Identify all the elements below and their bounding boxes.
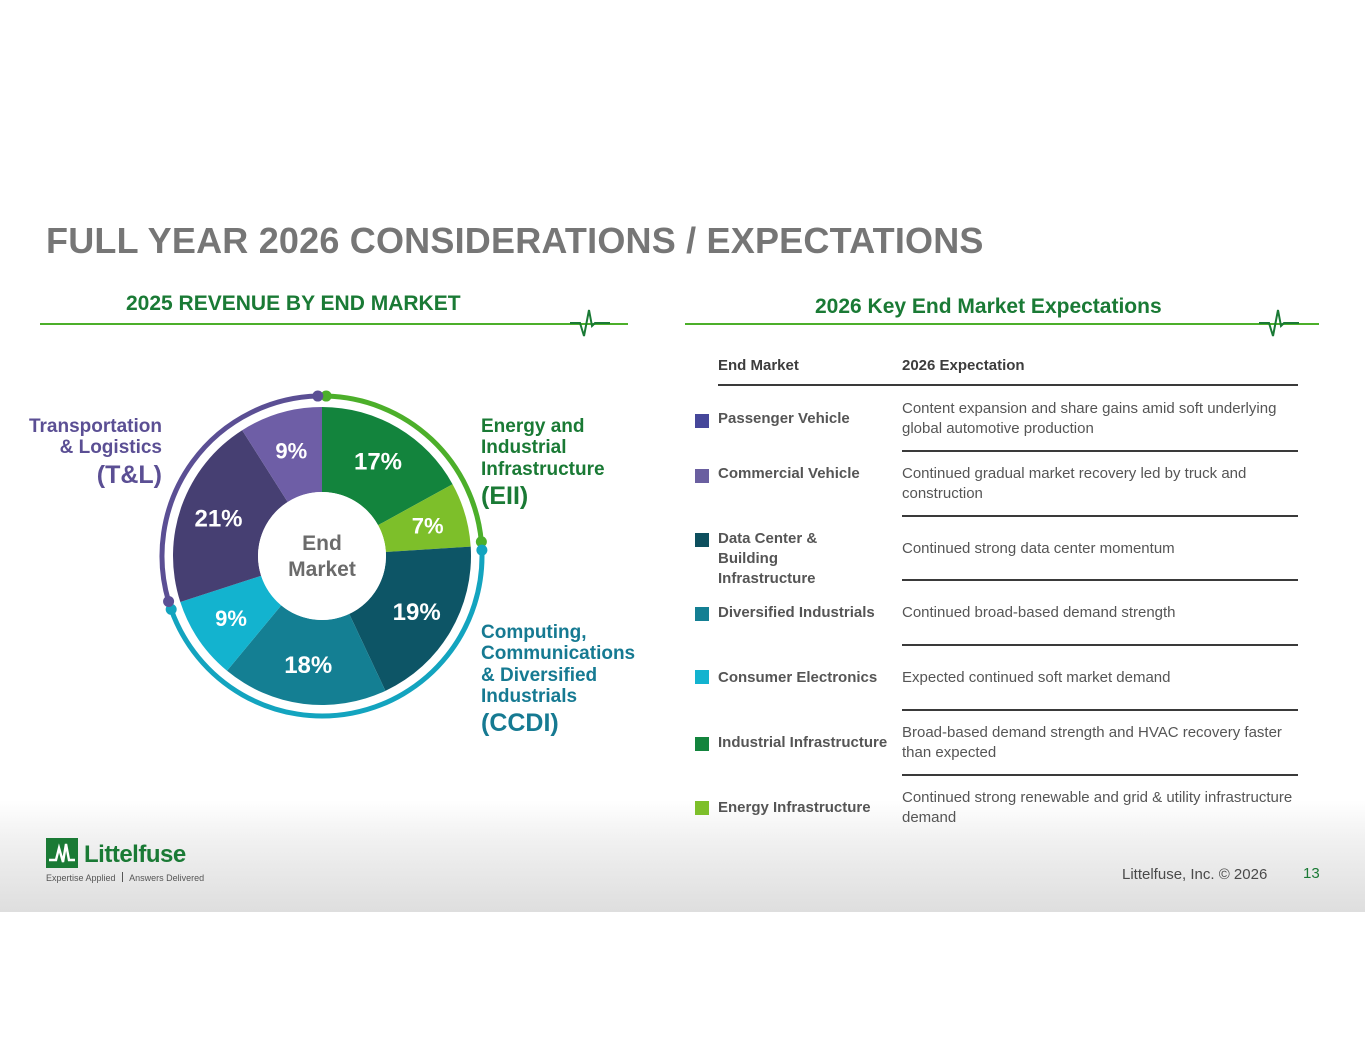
group-arc-endpoint — [476, 544, 488, 556]
row-rule — [902, 515, 1298, 517]
group-label-ccdi: Computing, Communications & Diversified … — [481, 622, 635, 737]
column-header-expectation: 2026 Expectation — [902, 357, 1025, 374]
row-rule — [902, 709, 1298, 711]
row-expectation: Continued gradual market recovery led by… — [902, 465, 1247, 502]
donut-segment — [227, 605, 386, 705]
center-label-line1: End — [302, 532, 342, 555]
table-row: Commercial Vehicle Continued gradual mar… — [690, 463, 1300, 513]
row-expectation: Broad-based demand strength and HVAC rec… — [902, 724, 1282, 761]
table-row: Consumer Electronics Expected continued … — [690, 658, 1300, 708]
pulse-icon — [1259, 309, 1299, 337]
group-label-eii: Energy and Industrial Infrastructure (EI… — [481, 416, 605, 510]
table-row: Energy Infrastructure Continued strong r… — [690, 788, 1300, 838]
brand-tagline: Expertise Applied Answers Delivered — [46, 872, 204, 883]
group-ccdi-line3: & Diversified — [481, 664, 598, 686]
row-market: Passenger Vehicle — [718, 410, 850, 427]
column-header-market: End Market — [718, 357, 799, 374]
tagline-left: Expertise Applied — [46, 873, 116, 883]
donut-segment — [378, 484, 471, 552]
donut-segment-label: 21% — [194, 506, 242, 533]
group-ccdi-line1: Computing, — [481, 622, 587, 643]
revenue-donut-chart: 17% 7% 19% 18% 9% 21% 9% End Market — [159, 390, 488, 719]
row-market: Data Center & Building Infrastructure — [718, 530, 818, 587]
group-arc-endpoint — [163, 595, 175, 607]
legend-swatch — [695, 737, 709, 751]
group-ccdi-abbr: (CCDI) — [481, 709, 559, 738]
group-ccdi-line2: Communications — [481, 643, 636, 665]
legend-swatch — [695, 607, 709, 621]
table-row: Data Center & Building Infrastructure Co… — [690, 528, 1300, 587]
row-rule — [902, 579, 1298, 581]
donut-segment-label: 9% — [215, 606, 247, 631]
group-tl-abbr: (T&L) — [96, 460, 162, 489]
donut-segment-label: 9% — [275, 438, 307, 463]
donut-segment-label: 17% — [354, 448, 402, 475]
row-market: Diversified Industrials — [718, 604, 875, 621]
donut-segment-label: 18% — [284, 652, 332, 679]
legend-swatch — [695, 414, 709, 428]
row-expectation: Continued broad-based demand strength — [902, 604, 1176, 621]
group-eii-line3: Infrastructure — [481, 458, 605, 480]
group-arc-endpoint — [320, 390, 332, 402]
table-row: Diversified Industrials Continued broad-… — [690, 593, 1300, 643]
eii-group-arc — [326, 393, 484, 543]
legend-swatch — [695, 469, 709, 483]
row-rule — [902, 644, 1298, 646]
group-tl-line1: Transportation — [28, 416, 162, 437]
group-eii-abbr: (EII) — [481, 481, 529, 510]
group-eii-line2: Industrial — [481, 437, 567, 459]
donut-segment — [173, 430, 288, 603]
group-arc-endpoint — [312, 390, 324, 402]
pulse-icon — [570, 309, 610, 337]
table-row: Industrial Infrastructure Broad-based de… — [690, 723, 1300, 773]
row-market: Energy Infrastructure — [718, 799, 871, 816]
group-ccdi-line4: Industrials — [481, 685, 578, 707]
group-arc-endpoint — [475, 536, 487, 548]
page-title: FULL YEAR 2026 CONSIDERATIONS / EXPECTAT… — [46, 220, 984, 261]
tagline-right: Answers Delivered — [129, 873, 205, 883]
row-expectation: Continued strong data center momentum — [902, 540, 1175, 557]
row-expectation: Content expansion and share gains amid s… — [902, 400, 1277, 437]
donut-hole — [258, 492, 386, 620]
tl-group-arc — [159, 393, 318, 603]
table-row: Passenger Vehicle Content expansion and … — [690, 398, 1300, 448]
row-expectation: Continued strong renewable and grid & ut… — [902, 789, 1293, 826]
ccdi-group-arc — [168, 550, 485, 719]
tagline-divider — [122, 872, 124, 882]
row-market: Consumer Electronics — [718, 669, 878, 686]
donut-segment-label: 7% — [412, 513, 444, 538]
header-rule — [718, 384, 1298, 386]
center-label-line2: Market — [288, 558, 356, 581]
row-rule — [902, 450, 1298, 452]
row-market: Industrial Infrastructure — [718, 734, 888, 751]
expectations-section-heading: 2026 Key End Market Expectations — [815, 295, 1162, 318]
donut-segment — [180, 575, 282, 671]
group-eii-line1: Energy and — [481, 416, 585, 437]
donut-segment — [349, 546, 471, 691]
littelfuse-logo-icon — [46, 838, 78, 868]
footer-band — [0, 800, 1365, 912]
expectations-heading-rule — [685, 323, 1319, 325]
brand-wordmark: Littelfuse — [84, 841, 186, 868]
legend-swatch — [695, 533, 709, 547]
group-tl-line2: & Logistics — [59, 437, 162, 459]
row-market: Commercial Vehicle — [718, 465, 860, 482]
donut-segment-label: 19% — [393, 599, 441, 626]
copyright-text: Littelfuse, Inc. © 2026 — [1122, 866, 1268, 883]
page-number: 13 — [1303, 865, 1320, 882]
donut-segment — [322, 407, 453, 526]
legend-swatch — [695, 670, 709, 684]
row-expectation: Expected continued soft market demand — [902, 669, 1171, 686]
revenue-section-heading: 2025 REVENUE BY END MARKET — [126, 292, 461, 315]
legend-swatch — [695, 801, 709, 815]
row-rule — [902, 774, 1298, 776]
revenue-heading-rule — [40, 323, 628, 325]
donut-segment — [242, 407, 322, 502]
group-label-tl: Transportation & Logistics (T&L) — [20, 416, 162, 489]
